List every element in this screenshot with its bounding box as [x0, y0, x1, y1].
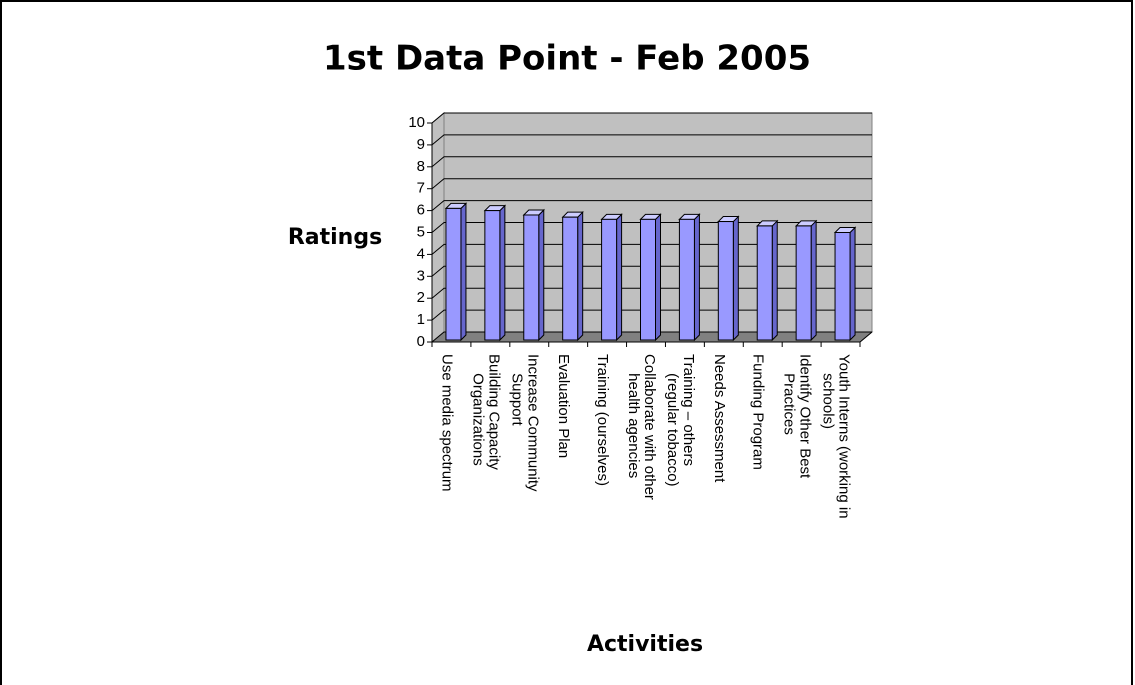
- bar-front: [834, 232, 851, 341]
- x-tick-label: Training – others (regular tobacco): [664, 354, 697, 487]
- bar: [794, 219, 818, 342]
- y-tick-label: 8: [417, 158, 425, 175]
- bar: [717, 215, 740, 342]
- bar: [678, 213, 701, 342]
- bar-front: [756, 225, 773, 341]
- x-tick-label: Funding Program: [750, 354, 767, 470]
- bar: [561, 210, 584, 342]
- bar-front: [795, 225, 812, 341]
- y-axis-label: Ratings: [288, 225, 382, 250]
- bar-side: [499, 204, 506, 342]
- bar: [639, 213, 662, 342]
- x-tick-label: Evaluation Plan: [555, 354, 572, 458]
- bar-front: [640, 218, 656, 341]
- bar-front: [523, 214, 540, 341]
- grid-line: [431, 134, 872, 146]
- grid-line: [431, 200, 872, 211]
- x-tick-label: Youth Interns (working in schools): [820, 354, 853, 519]
- bar-front: [717, 221, 734, 341]
- bar: [444, 202, 468, 342]
- bar: [756, 219, 779, 342]
- bar-side: [460, 202, 467, 342]
- bar-side: [538, 208, 545, 342]
- y-tick-label: 10: [408, 114, 425, 131]
- bar-front: [562, 216, 579, 341]
- bar-front: [678, 218, 695, 341]
- bar: [522, 208, 545, 342]
- bar: [483, 204, 507, 342]
- bar-side: [732, 215, 739, 342]
- x-axis-label: Activities: [587, 632, 703, 657]
- y-tick-label: 1: [417, 311, 425, 328]
- bar-side: [655, 213, 661, 342]
- x-tick-label: Use media spectrum: [438, 354, 455, 492]
- y-tick-label: 4: [417, 245, 425, 262]
- y-tick-label: 2: [417, 289, 425, 306]
- grid-line: [431, 156, 872, 168]
- bar: [600, 213, 623, 342]
- bar-side: [849, 226, 856, 342]
- x-tick-label: Building Capacity Organizations: [469, 354, 502, 470]
- x-tick-label: Needs Assessment: [711, 354, 728, 483]
- x-tick-label: Increase Community Support: [508, 354, 541, 492]
- x-tick-label: Identify Other Best Practices: [781, 354, 814, 479]
- y-tick-label: 9: [417, 136, 425, 153]
- bar-side: [616, 213, 623, 342]
- bar-side: [693, 213, 700, 342]
- bar-side: [577, 210, 584, 342]
- grid-line: [431, 178, 872, 190]
- bar-front: [484, 210, 501, 341]
- y-tick-label: 3: [417, 267, 425, 284]
- floor-edge: [859, 331, 873, 343]
- bar-front: [445, 207, 462, 341]
- bar: [833, 226, 857, 342]
- x-tick-label: Collaborate with other health agencies: [625, 354, 658, 500]
- y-tick-label: 0: [417, 333, 425, 350]
- bar-side: [771, 219, 778, 342]
- bar-front: [601, 218, 618, 341]
- bar-side: [810, 219, 817, 342]
- x-tick-label: Training (ourselves): [594, 354, 611, 486]
- y-tick-label: 5: [417, 223, 425, 240]
- grid-line: [431, 112, 872, 124]
- y-tick-label: 6: [417, 202, 425, 219]
- y-tick-label: 7: [417, 180, 425, 197]
- chart-title: 1st Data Point - Feb 2005: [323, 39, 811, 79]
